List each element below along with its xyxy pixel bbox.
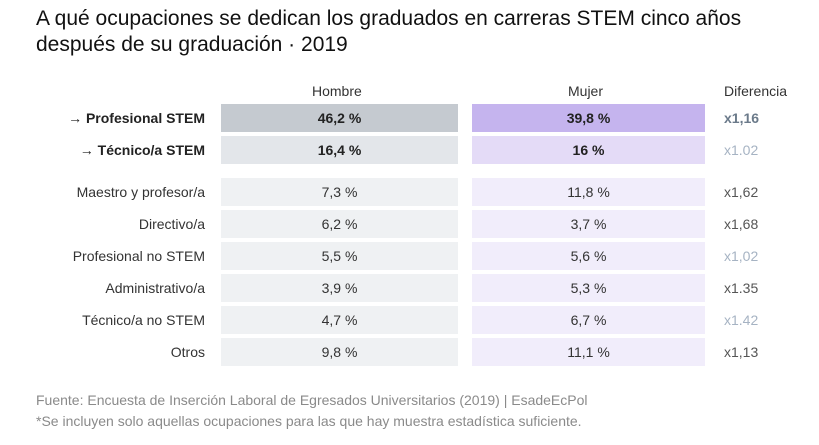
row-label: Directivo/a (138, 216, 205, 232)
row-label: Administrativo/a (105, 280, 205, 296)
cell-hombre: 7,3 % (221, 178, 458, 206)
column-header-mujer: Mujer (568, 83, 604, 99)
cell-diferencia: x1,13 (724, 344, 759, 360)
cell-diferencia: x1,68 (724, 216, 759, 232)
cell-mujer: 11,8 % (472, 178, 705, 206)
cell-diferencia: x1,02 (724, 248, 759, 264)
row-label: → Técnico/a STEM (79, 142, 205, 158)
cell-diferencia: x1.42 (724, 312, 759, 328)
row-label: Maestro y profesor/a (76, 184, 205, 200)
row-label: Profesional no STEM (72, 248, 205, 264)
cell-hombre: 5,5 % (221, 242, 458, 270)
cell-hombre: 46,2 % (221, 104, 458, 132)
cell-diferencia: x1,16 (724, 110, 760, 126)
cell-mujer: 6,7 % (472, 306, 705, 334)
chart-title: A qué ocupaciones se dedican los graduad… (36, 7, 742, 56)
cell-hombre: 4,7 % (221, 306, 458, 334)
cell-mujer: 16 % (472, 136, 705, 164)
column-header-diferencia: Diferencia (724, 83, 788, 99)
cell-mujer: 5,3 % (472, 274, 705, 302)
cell-hombre: 9,8 % (221, 338, 458, 366)
row-label: Técnico/a no STEM (82, 312, 205, 328)
footer-note: *Se incluyen solo aquellas ocupaciones p… (36, 413, 582, 429)
cell-mujer: 39,8 % (472, 104, 705, 132)
cell-mujer: 5,6 % (472, 242, 705, 270)
cell-mujer: 3,7 % (472, 210, 705, 238)
cell-diferencia: x1.02 (724, 142, 759, 158)
row-label: Otros (170, 344, 205, 360)
cell-hombre: 16,4 % (221, 136, 458, 164)
cell-mujer: 11,1 % (472, 338, 705, 366)
cell-hombre: 6,2 % (221, 210, 458, 238)
footer-source: Fuente: Encuesta de Inserción Laboral de… (36, 392, 588, 408)
cell-diferencia: x1.35 (724, 280, 759, 296)
column-header-hombre: Hombre (312, 83, 362, 99)
cell-hombre: 3,9 % (221, 274, 458, 302)
cell-diferencia: x1,62 (724, 184, 759, 200)
row-label: → Profesional STEM (68, 110, 205, 126)
